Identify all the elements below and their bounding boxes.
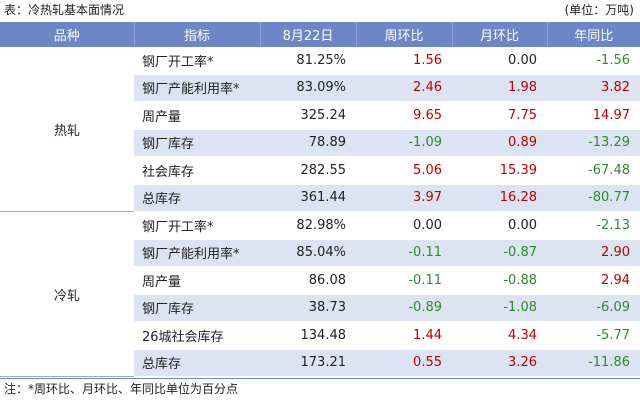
wow-cell: 3.97 (356, 184, 452, 212)
mom-cell: 7.75 (452, 101, 547, 130)
wow-cell: 0.55 (356, 349, 452, 377)
indicator-cell: 社会库存 (134, 156, 260, 185)
value-cell: 85.04% (260, 239, 356, 267)
indicator-cell: 钢厂开工率* (134, 211, 260, 240)
indicator-cell: 26城社会库存 (134, 321, 260, 350)
value-cell: 78.89 (260, 129, 356, 157)
yoy-cell: -1.56 (547, 47, 640, 75)
table-row: 总库存 173.21 0.55 3.26 -11.86 (0, 349, 640, 377)
table-row: 周产量 86.08 -0.11 -0.88 2.94 (0, 266, 640, 295)
table-row: 总库存 361.44 3.97 16.28 -80.77 (0, 184, 640, 212)
header-wow: 周环比 (356, 22, 453, 47)
mom-cell: 1.98 (452, 74, 547, 102)
indicator-cell: 钢厂开工率* (134, 47, 260, 75)
header-indicator: 指标 (134, 22, 261, 47)
table-row: 社会库存 282.55 5.06 15.39 -67.48 (0, 156, 640, 185)
indicator-cell: 总库存 (134, 184, 260, 212)
variety-cell: 热轧 (0, 47, 134, 212)
table-row: 26城社会库存 134.48 1.44 4.34 -5.77 (0, 321, 640, 350)
indicator-cell: 周产量 (134, 266, 260, 295)
value-cell: 82.98% (260, 211, 356, 240)
header-variety: 品种 (0, 22, 135, 47)
fundamentals-table: 品种 指标 8月22日 周环比 月环比 年同比 热轧 钢厂开工率* 81.25% 1.… (0, 22, 640, 377)
yoy-cell: -80.77 (547, 184, 640, 212)
table-row: 钢厂产能利用率* 85.04% -0.11 -0.87 2.90 (0, 239, 640, 267)
yoy-cell: -11.86 (547, 349, 640, 377)
yoy-cell: 2.90 (547, 239, 640, 267)
yoy-cell: -13.29 (547, 129, 640, 157)
header-yoy: 年同比 (547, 22, 640, 47)
yoy-cell: -2.13 (547, 211, 640, 240)
wow-cell: -0.89 (356, 294, 452, 322)
value-cell: 325.24 (260, 101, 356, 130)
mom-cell: 0.00 (452, 211, 547, 240)
indicator-cell: 钢厂产能利用率* (134, 239, 260, 267)
value-cell: 38.73 (260, 294, 356, 322)
mom-cell: -0.88 (452, 266, 547, 295)
header-mom: 月环比 (452, 22, 548, 47)
table-row: 钢厂产能利用率* 83.09% 2.46 1.98 3.82 (0, 74, 640, 102)
value-cell: 282.55 (260, 156, 356, 185)
yoy-cell: -6.09 (547, 294, 640, 322)
value-cell: 134.48 (260, 321, 356, 350)
wow-cell: 1.56 (356, 47, 452, 75)
table-caption: 表：冷热轧基本面情况 (4, 3, 125, 17)
table-row: 周产量 325.24 9.65 7.75 14.97 (0, 101, 640, 130)
yoy-cell: 2.94 (547, 266, 640, 295)
wow-cell: -0.11 (356, 266, 452, 295)
indicator-cell: 钢厂库存 (134, 294, 260, 322)
wow-cell: -1.09 (356, 129, 452, 157)
mom-cell: -1.08 (452, 294, 547, 322)
header-date: 8月22日 (260, 22, 357, 47)
wow-cell: 9.65 (356, 101, 452, 130)
mom-cell: 15.39 (452, 156, 547, 185)
mom-cell: 4.34 (452, 321, 547, 350)
value-cell: 361.44 (260, 184, 356, 212)
unit-label: (单位：万吨) (564, 3, 634, 17)
wow-cell: 1.44 (356, 321, 452, 350)
bottom-rule (0, 378, 640, 379)
table-row: 钢厂库存 78.89 -1.09 0.89 -13.29 (0, 129, 640, 157)
variety-cell: 冷轧 (0, 211, 134, 377)
footnote: 注：*周环比、月环比、年同比单位为百分点 (4, 382, 239, 396)
indicator-cell: 钢厂产能利用率* (134, 74, 260, 102)
yoy-cell: -67.48 (547, 156, 640, 185)
table-row: 钢厂库存 38.73 -0.89 -1.08 -6.09 (0, 294, 640, 322)
mom-cell: 0.89 (452, 129, 547, 157)
value-cell: 83.09% (260, 74, 356, 102)
value-cell: 86.08 (260, 266, 356, 295)
indicator-cell: 周产量 (134, 101, 260, 130)
indicator-cell: 钢厂库存 (134, 129, 260, 157)
yoy-cell: 3.82 (547, 74, 640, 102)
mom-cell: 16.28 (452, 184, 547, 212)
mom-cell: 3.26 (452, 349, 547, 377)
value-cell: 81.25% (260, 47, 356, 75)
wow-cell: 2.46 (356, 74, 452, 102)
wow-cell: -0.11 (356, 239, 452, 267)
header-row: 品种 指标 8月22日 周环比 月环比 年同比 (0, 22, 640, 47)
table-row: 热轧 钢厂开工率* 81.25% 1.56 0.00 -1.56 (0, 47, 640, 212)
yoy-cell: -5.77 (547, 321, 640, 350)
mom-cell: 0.00 (452, 47, 547, 75)
value-cell: 173.21 (260, 349, 356, 377)
yoy-cell: 14.97 (547, 101, 640, 130)
wow-cell: 0.00 (356, 211, 452, 240)
indicator-cell: 总库存 (134, 349, 260, 377)
wow-cell: 5.06 (356, 156, 452, 185)
table-body: 热轧 钢厂开工率* 81.25% 1.56 0.00 -1.56 钢厂产能利用率* 83.09… (0, 47, 640, 377)
table-row: 冷轧 钢厂开工率* 82.98% 0.00 0.00 -2.13 (0, 211, 640, 377)
mom-cell: -0.87 (452, 239, 547, 267)
caption-row: 表：冷热轧基本面情况 (单位：万吨) (0, 0, 640, 22)
